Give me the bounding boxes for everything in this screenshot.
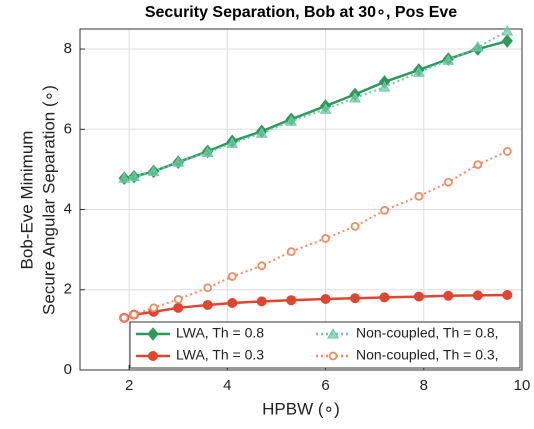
marker bbox=[255, 127, 268, 138]
marker bbox=[286, 295, 297, 306]
y-axis-label: Bob-Eve Minimum bbox=[17, 131, 36, 270]
marker bbox=[201, 146, 214, 158]
legend-label: LWA, Th = 0.3 bbox=[176, 347, 264, 363]
marker bbox=[378, 81, 391, 92]
marker bbox=[319, 103, 332, 114]
marker bbox=[203, 283, 213, 293]
marker bbox=[149, 303, 159, 313]
chart-title: Security Separation, Bob at 30∘, Pos Eve bbox=[145, 4, 457, 21]
marker bbox=[227, 272, 237, 281]
y-tick-label: 2 bbox=[64, 281, 72, 298]
marker bbox=[443, 177, 453, 187]
marker bbox=[148, 351, 158, 361]
y-tick-label: 8 bbox=[64, 40, 72, 57]
marker bbox=[502, 289, 513, 300]
marker bbox=[327, 327, 339, 339]
legend: LWA, Th = 0.8 Non-coupled, Th = 0.8, LWA, … bbox=[129, 321, 521, 369]
marker bbox=[129, 310, 139, 320]
marker bbox=[502, 146, 512, 156]
marker bbox=[442, 54, 455, 65]
marker bbox=[349, 91, 361, 103]
marker bbox=[472, 290, 483, 301]
marker bbox=[320, 293, 331, 304]
x-tick-label: 4 bbox=[223, 377, 231, 394]
marker bbox=[172, 156, 185, 167]
plot-area bbox=[80, 29, 522, 370]
marker bbox=[350, 221, 360, 231]
x-axis-label: HPBW (∘) bbox=[262, 399, 340, 418]
marker bbox=[257, 261, 267, 271]
marker bbox=[118, 172, 131, 183]
marker bbox=[227, 298, 238, 309]
y-tick-label: 4 bbox=[64, 200, 72, 217]
marker bbox=[328, 351, 338, 361]
x-tick-label: 10 bbox=[514, 377, 531, 394]
x-tick-label: 2 bbox=[125, 377, 133, 394]
marker bbox=[147, 327, 159, 341]
marker bbox=[202, 300, 213, 311]
y-tick-label: 6 bbox=[64, 120, 72, 137]
marker bbox=[473, 160, 483, 169]
marker bbox=[147, 165, 160, 176]
marker bbox=[501, 34, 513, 48]
legend-box bbox=[129, 321, 521, 369]
marker bbox=[321, 234, 330, 243]
marker bbox=[285, 115, 298, 126]
marker bbox=[256, 296, 267, 307]
marker bbox=[414, 191, 424, 201]
legend-label: LWA, Th = 0.8 bbox=[176, 325, 264, 341]
legend-label: Non-coupled, Th = 0.3, bbox=[356, 347, 499, 363]
marker bbox=[350, 293, 361, 304]
marker bbox=[413, 66, 425, 77]
marker bbox=[286, 247, 296, 257]
marker bbox=[380, 205, 389, 215]
y-axis-label: Secure Angular Separation (∘) bbox=[39, 85, 58, 315]
marker bbox=[173, 302, 184, 313]
marker bbox=[119, 313, 129, 323]
marker bbox=[413, 291, 424, 302]
x-tick-label: 6 bbox=[321, 377, 329, 394]
marker bbox=[379, 292, 390, 303]
axes-frame bbox=[79, 28, 523, 371]
marker bbox=[173, 294, 183, 304]
x-tick-label: 8 bbox=[420, 377, 428, 394]
marker bbox=[501, 24, 514, 36]
marker bbox=[128, 170, 140, 182]
marker bbox=[226, 137, 239, 148]
marker bbox=[443, 290, 454, 301]
legend-label: Non-coupled, Th = 0.8, bbox=[356, 325, 499, 341]
y-tick-label: 0 bbox=[64, 361, 72, 378]
marker bbox=[471, 41, 484, 52]
series-line bbox=[123, 150, 508, 319]
